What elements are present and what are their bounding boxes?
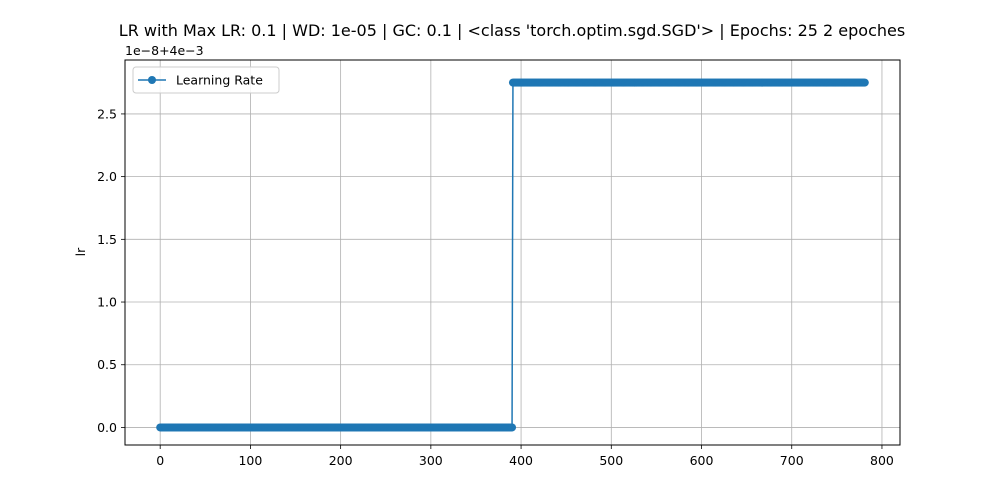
y-axis-label: lr	[73, 247, 88, 256]
x-tick-label: 400	[509, 453, 533, 468]
x-tick-label: 700	[780, 453, 804, 468]
y-tick-label: 1.5	[97, 232, 117, 247]
data-point	[860, 78, 869, 87]
y-axis: 0.0 0.5 1.0 1.5 2.0 2.5	[97, 106, 125, 435]
x-tick-label: 100	[238, 453, 262, 468]
legend-label: Learning Rate	[176, 73, 263, 88]
x-tick-label: 200	[329, 453, 353, 468]
x-tick-label: 0	[156, 453, 164, 468]
y-tick-label: 0.5	[97, 357, 117, 372]
y-tick-label: 2.0	[97, 169, 117, 184]
y-tick-label: 2.5	[97, 106, 117, 121]
x-tick-label: 300	[419, 453, 443, 468]
y-tick-label: 0.0	[97, 420, 117, 435]
chart-title: LR with Max LR: 0.1 | WD: 1e-05 | GC: 0.…	[119, 21, 905, 40]
plot-area	[156, 78, 869, 432]
x-tick-label: 600	[690, 453, 714, 468]
x-axis: 0 100 200 300 400 500 600 700 800	[156, 445, 894, 468]
plot-frame	[124, 59, 901, 446]
legend: Learning Rate	[132, 66, 280, 94]
y-tick-label: 1.0	[97, 295, 117, 310]
data-point	[508, 423, 517, 432]
x-tick-label: 800	[870, 453, 894, 468]
legend-box	[132, 66, 280, 94]
y-offset-label: 1e−8+4e−3	[125, 43, 204, 58]
series-markers	[156, 78, 869, 432]
legend-marker	[148, 76, 156, 84]
x-tick-label: 500	[599, 453, 623, 468]
